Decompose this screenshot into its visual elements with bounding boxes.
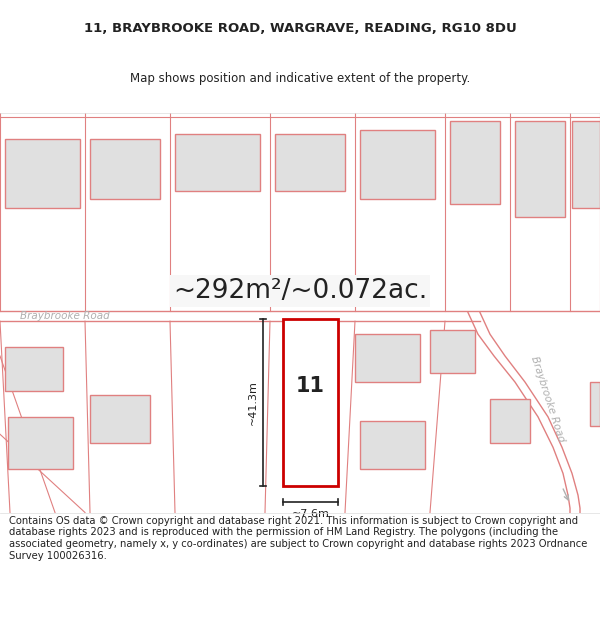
- Bar: [90, 139, 160, 199]
- Bar: [360, 421, 425, 469]
- Text: ~7.6m: ~7.6m: [292, 509, 329, 519]
- Bar: [5, 139, 80, 208]
- Bar: [430, 330, 475, 373]
- Bar: [590, 382, 600, 426]
- Bar: [90, 395, 150, 443]
- Text: 11: 11: [296, 376, 325, 396]
- Bar: [355, 334, 420, 382]
- Bar: [572, 121, 600, 208]
- Bar: [490, 399, 530, 443]
- Text: ~41.3m: ~41.3m: [248, 381, 258, 426]
- Text: Map shows position and indicative extent of the property.: Map shows position and indicative extent…: [130, 72, 470, 85]
- Bar: [175, 134, 260, 191]
- Bar: [450, 121, 500, 204]
- Bar: [8, 417, 73, 469]
- Bar: [275, 134, 345, 191]
- Bar: [515, 121, 565, 217]
- Text: ~292m²/~0.072ac.: ~292m²/~0.072ac.: [173, 278, 427, 304]
- Text: Braybrooke Road: Braybrooke Road: [20, 311, 110, 321]
- Bar: [283, 319, 338, 486]
- Text: 11, BRAYBROOKE ROAD, WARGRAVE, READING, RG10 8DU: 11, BRAYBROOKE ROAD, WARGRAVE, READING, …: [83, 22, 517, 34]
- Bar: [5, 348, 63, 391]
- Bar: [360, 130, 435, 199]
- Text: Braybrooke Road: Braybrooke Road: [529, 355, 566, 444]
- Text: Contains OS data © Crown copyright and database right 2021. This information is : Contains OS data © Crown copyright and d…: [9, 516, 587, 561]
